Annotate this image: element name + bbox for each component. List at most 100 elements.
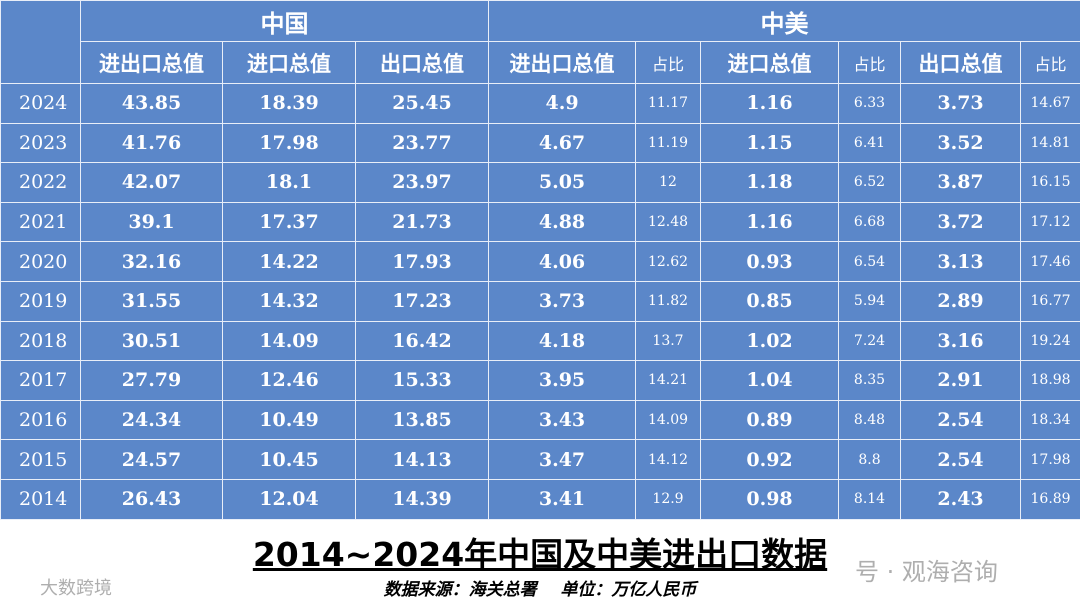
- title: 2014~2024年中国及中美进出口数据: [252, 535, 828, 574]
- subtitle: 数据来源：海关总署 单位：万亿人民币: [383, 580, 697, 600]
- value-cell: 2.43: [900, 478, 1022, 520]
- year-cell: 2024: [0, 83, 81, 124]
- value-cell: 1.16: [700, 83, 840, 124]
- value-cell: 6.41: [838, 122, 902, 164]
- year-cell: 2015: [0, 439, 81, 480]
- value-cell: 42.07: [80, 162, 223, 203]
- value-cell: 11.19: [635, 122, 702, 164]
- value-cell: 14.09: [635, 399, 702, 441]
- value-cell: 16.89: [1020, 478, 1080, 520]
- value-cell: 8.48: [838, 399, 902, 441]
- column-header: 进出口总值: [80, 41, 223, 84]
- value-cell: 26.43: [80, 478, 223, 520]
- column-header: 进出口总值: [488, 41, 637, 84]
- value-cell: 24.57: [80, 439, 223, 480]
- value-cell: 10.49: [222, 399, 356, 441]
- value-cell: 8.8: [838, 439, 902, 480]
- value-cell: 3.41: [488, 478, 637, 520]
- year-cell: 2018: [0, 320, 81, 362]
- value-cell: 17.98: [1020, 439, 1080, 480]
- value-cell: 41.76: [80, 122, 223, 164]
- value-cell: 8.14: [838, 478, 902, 520]
- value-cell: 27.79: [80, 360, 223, 401]
- value-cell: 2.54: [900, 439, 1022, 480]
- value-cell: 43.85: [80, 83, 223, 124]
- group-header-row: 中国 中美: [0, 0, 1080, 84]
- value-cell: 14.12: [635, 439, 702, 480]
- value-cell: 14.39: [354, 478, 490, 520]
- column-header-row: 进出口总值 进口总值 出口总值 进出口总值 占比 进口总值 占比 出口总值 占比: [1, 41, 1080, 84]
- value-cell: 4.67: [488, 122, 637, 164]
- value-cell: 1.15: [700, 122, 840, 164]
- value-cell: 1.02: [700, 320, 840, 362]
- column-header: 出口总值: [354, 41, 490, 84]
- value-cell: 5.05: [488, 162, 637, 203]
- value-cell: 14.22: [222, 241, 356, 282]
- value-cell: 16.42: [354, 320, 490, 362]
- table-row: 2019 31.55 14.32 17.23 3.73 11.82 0.85 5.94 2.89…: [0, 280, 1080, 322]
- value-cell: 12.62: [635, 241, 702, 282]
- year-cell: 2022: [0, 162, 81, 203]
- value-cell: 21.73: [354, 201, 490, 243]
- value-cell: 3.73: [900, 83, 1022, 124]
- value-cell: 14.81: [1020, 122, 1080, 164]
- column-header: 出口总值: [900, 41, 1022, 84]
- table-row: 2023 41.76 17.98 23.77 4.67 11.19 1.15 6.41 3.52…: [0, 122, 1080, 164]
- table-row: 2016 24.34 10.49 13.85 3.43 14.09 0.89 8.48 2.54…: [0, 399, 1080, 441]
- value-cell: 1.04: [700, 360, 840, 401]
- corner-cell: [0, 0, 81, 84]
- group-header: 中美: [488, 0, 1080, 42]
- value-cell: 12.46: [222, 360, 356, 401]
- value-cell: 12.48: [635, 201, 702, 243]
- column-header: 占比: [1020, 41, 1080, 84]
- value-cell: 4.06: [488, 241, 637, 282]
- value-cell: 0.98: [700, 478, 840, 520]
- value-cell: 11.82: [635, 280, 702, 322]
- value-cell: 8.35: [838, 360, 902, 401]
- value-cell: 5.94: [838, 280, 902, 322]
- value-cell: 25.45: [354, 83, 490, 124]
- group-header: 中国: [79, 0, 490, 42]
- value-cell: 2.91: [900, 360, 1022, 401]
- value-cell: 14.32: [222, 280, 356, 322]
- value-cell: 0.92: [700, 439, 840, 480]
- value-cell: 30.51: [80, 320, 223, 362]
- value-cell: 19.24: [1020, 320, 1080, 362]
- value-cell: 14.67: [1020, 83, 1080, 124]
- value-cell: 3.47: [488, 439, 637, 480]
- year-cell: 2019: [0, 280, 81, 322]
- value-cell: 4.18: [488, 320, 637, 362]
- value-cell: 10.45: [222, 439, 356, 480]
- year-cell: 2017: [0, 360, 81, 401]
- value-cell: 15.33: [354, 360, 490, 401]
- value-cell: 17.98: [222, 122, 356, 164]
- column-header: 占比: [838, 41, 902, 84]
- table-row: 2022 42.07 18.1 23.97 5.05 12 1.18 6.52 3.87 16.1…: [0, 162, 1080, 203]
- value-cell: 18.1: [222, 162, 356, 203]
- value-cell: 23.97: [354, 162, 490, 203]
- value-cell: 24.34: [80, 399, 223, 441]
- value-cell: 0.89: [700, 399, 840, 441]
- value-cell: 12.04: [222, 478, 356, 520]
- value-cell: 0.85: [700, 280, 840, 322]
- value-cell: 17.46: [1020, 241, 1080, 282]
- value-cell: 16.15: [1020, 162, 1080, 203]
- value-cell: 17.23: [354, 280, 490, 322]
- value-cell: 3.73: [488, 280, 637, 322]
- value-cell: 18.98: [1020, 360, 1080, 401]
- column-header: 占比: [635, 41, 702, 84]
- value-cell: 2.54: [900, 399, 1022, 441]
- data-table: 中国 中美 进出口总值 进口总值 出口总值 进出口总值 占比 进口总值 占比 出口总值 占比 2…: [0, 0, 1080, 520]
- value-cell: 6.52: [838, 162, 902, 203]
- value-cell: 13.85: [354, 399, 490, 441]
- value-cell: 1.16: [700, 201, 840, 243]
- value-cell: 2.89: [900, 280, 1022, 322]
- value-cell: 6.33: [838, 83, 902, 124]
- value-cell: 7.24: [838, 320, 902, 362]
- value-cell: 3.43: [488, 399, 637, 441]
- watermark: 大数跨境: [40, 578, 112, 599]
- value-cell: 6.68: [838, 201, 902, 243]
- value-cell: 3.72: [900, 201, 1022, 243]
- value-cell: 14.13: [354, 439, 490, 480]
- value-cell: 3.13: [900, 241, 1022, 282]
